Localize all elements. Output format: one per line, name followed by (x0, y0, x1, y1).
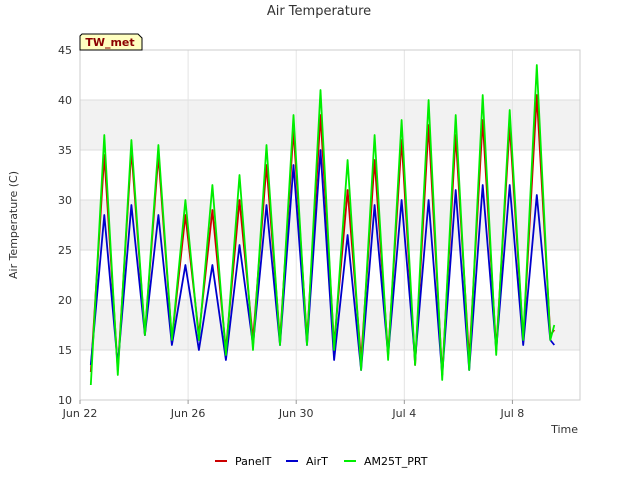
plot-area-border (79, 49, 581, 401)
x-tick-label: Jun 22 (62, 407, 98, 420)
station-badge-label: TW_met (85, 36, 134, 49)
legend-label: AirT (306, 455, 328, 468)
x-tick-label: Jun 30 (278, 407, 314, 420)
series-lines (89, 64, 556, 386)
y-tick-label: 10 (58, 394, 72, 407)
y-tick-label: 25 (58, 244, 72, 257)
legend-label: AM25T_PRT (364, 455, 428, 468)
x-tick-label: Jul 4 (391, 407, 416, 420)
x-tick-label: Jun 26 (170, 407, 206, 420)
background-bands (80, 100, 580, 350)
y-tick-label: 35 (58, 144, 72, 157)
station-badge: TW_met (79, 33, 143, 51)
y-tick-label: 30 (58, 194, 72, 207)
station-badge-box (79, 33, 143, 51)
y-axis-ticks: 10 15 20 25 30 35 40 45 (58, 44, 72, 407)
y-tick-label: 20 (58, 294, 72, 307)
y-tick-label: 15 (58, 344, 72, 357)
y-tick-label: 40 (58, 94, 72, 107)
x-axis-label: Time (550, 423, 578, 436)
series-line-airt (89, 149, 556, 376)
y-axis-label: Air Temperature (C) (7, 171, 20, 279)
x-tick-label: Jul 8 (500, 407, 525, 420)
background-band (80, 100, 580, 150)
x-axis-ticks: Jun 22 Jun 26 Jun 30 Jul 4 Jul 8 (62, 400, 525, 420)
legend: PanelT AirT AM25T_PRT (215, 455, 428, 468)
chart-title: Air Temperature (267, 4, 371, 19)
legend-label: PanelT (235, 455, 272, 468)
y-tick-label: 45 (58, 44, 72, 57)
series-line-am25t-prt (89, 64, 556, 386)
